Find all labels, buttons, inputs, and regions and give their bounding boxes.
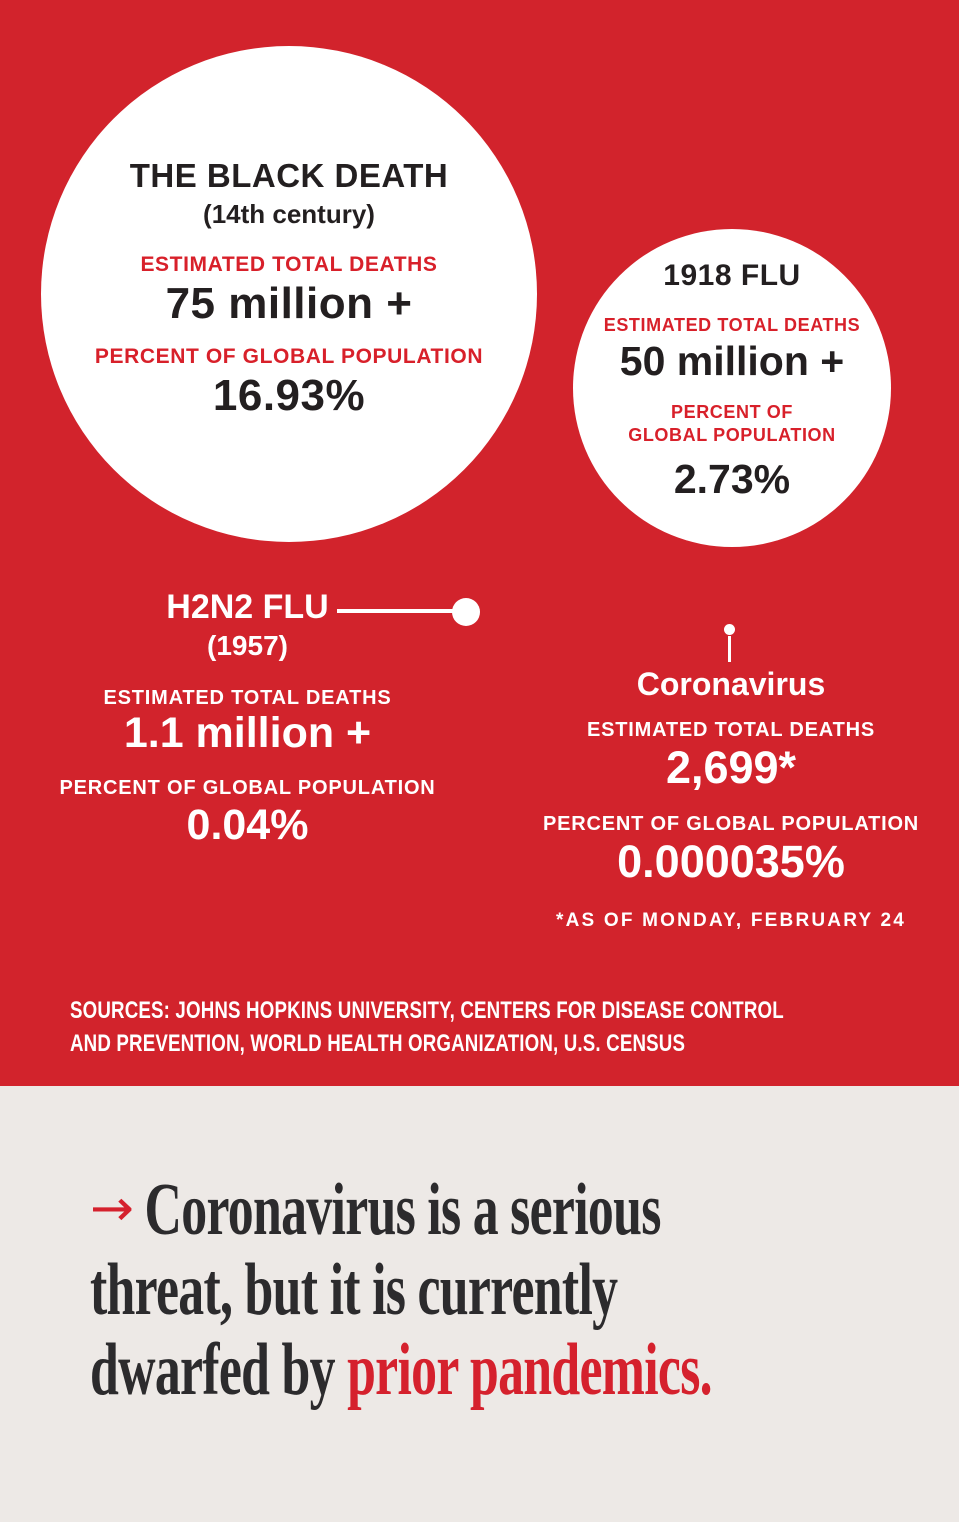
coronavirus-block: Coronavirus ESTIMATED TOTAL DEATHS 2,699… [531, 666, 931, 932]
as-of-date-footnote: *AS OF MONDAY, FEBRUARY 24 [555, 910, 906, 931]
h2n2-connector-line [337, 609, 453, 613]
headline-line-1: → Coronavirus is a serious [90, 1168, 959, 1250]
takeaway-headline: → Coronavirus is a serious threat, but it… [90, 1168, 959, 1410]
headline-text: Coronavirus is a serious [144, 1169, 662, 1251]
deaths-label: ESTIMATED TOTAL DEATHS [603, 315, 861, 335]
deaths-label: ESTIMATED TOTAL DEATHS [587, 719, 875, 741]
flu-1918-bubble: 1918 FLU ESTIMATED TOTAL DEATHS 50 milli… [573, 229, 891, 547]
percent-label: PERCENT OF GLOBAL POPULATION [628, 402, 836, 445]
headline-line-2: threat, but it is currently [90, 1250, 959, 1330]
pandemic-period: (14th century) [203, 199, 375, 229]
pandemic-name: THE BLACK DEATH [129, 157, 449, 194]
deaths-value: 1.1 million + [123, 709, 372, 757]
pandemic-period: (1957) [207, 630, 288, 661]
percent-value: 0.000035% [617, 836, 845, 887]
percent-label: PERCENT OF GLOBAL POPULATION [542, 813, 920, 835]
headline-text: threat, but it is currently [90, 1249, 618, 1331]
h2n2-flu-block: H2N2 FLU (1957) ESTIMATED TOTAL DEATHS 1… [40, 588, 455, 848]
coronavirus-pin-head [724, 624, 735, 635]
deaths-value: 75 million + [165, 279, 413, 328]
headline-line-3: dwarfed by prior pandemics. [90, 1330, 959, 1410]
percent-value: 16.93% [212, 371, 366, 420]
pandemic-name: H2N2 FLU [166, 588, 329, 626]
percent-label: PERCENT OF GLOBAL POPULATION [59, 777, 436, 799]
deaths-label: ESTIMATED TOTAL DEATHS [140, 253, 438, 276]
sources-text: SOURCES: JOHNS HOPKINS UNIVERSITY, CENTE… [70, 997, 784, 1057]
deaths-value: 50 million + [619, 338, 845, 384]
pandemic-name: Coronavirus [636, 666, 826, 702]
percent-label: PERCENT OF GLOBAL POPULATION [94, 345, 484, 368]
headline-text: dwarfed by [90, 1329, 348, 1411]
deaths-label: ESTIMATED TOTAL DEATHS [103, 687, 392, 709]
deaths-value: 2,699* [665, 742, 797, 793]
takeaway-section: → Coronavirus is a serious threat, but it… [0, 1086, 959, 1522]
black-death-bubble: THE BLACK DEATH (14th century) ESTIMATED… [41, 46, 537, 542]
percent-value: 2.73% [673, 456, 791, 502]
pandemic-comparison-section: THE BLACK DEATH (14th century) ESTIMATED… [0, 0, 959, 1086]
headline-text-red: prior pandemics. [347, 1329, 713, 1411]
pandemic-name: 1918 FLU [663, 259, 801, 292]
percent-value: 0.04% [186, 801, 309, 849]
h2n2-bubble-dot [452, 598, 480, 626]
arrow-icon: → [90, 1179, 135, 1237]
coronavirus-pin-stem [728, 636, 731, 662]
